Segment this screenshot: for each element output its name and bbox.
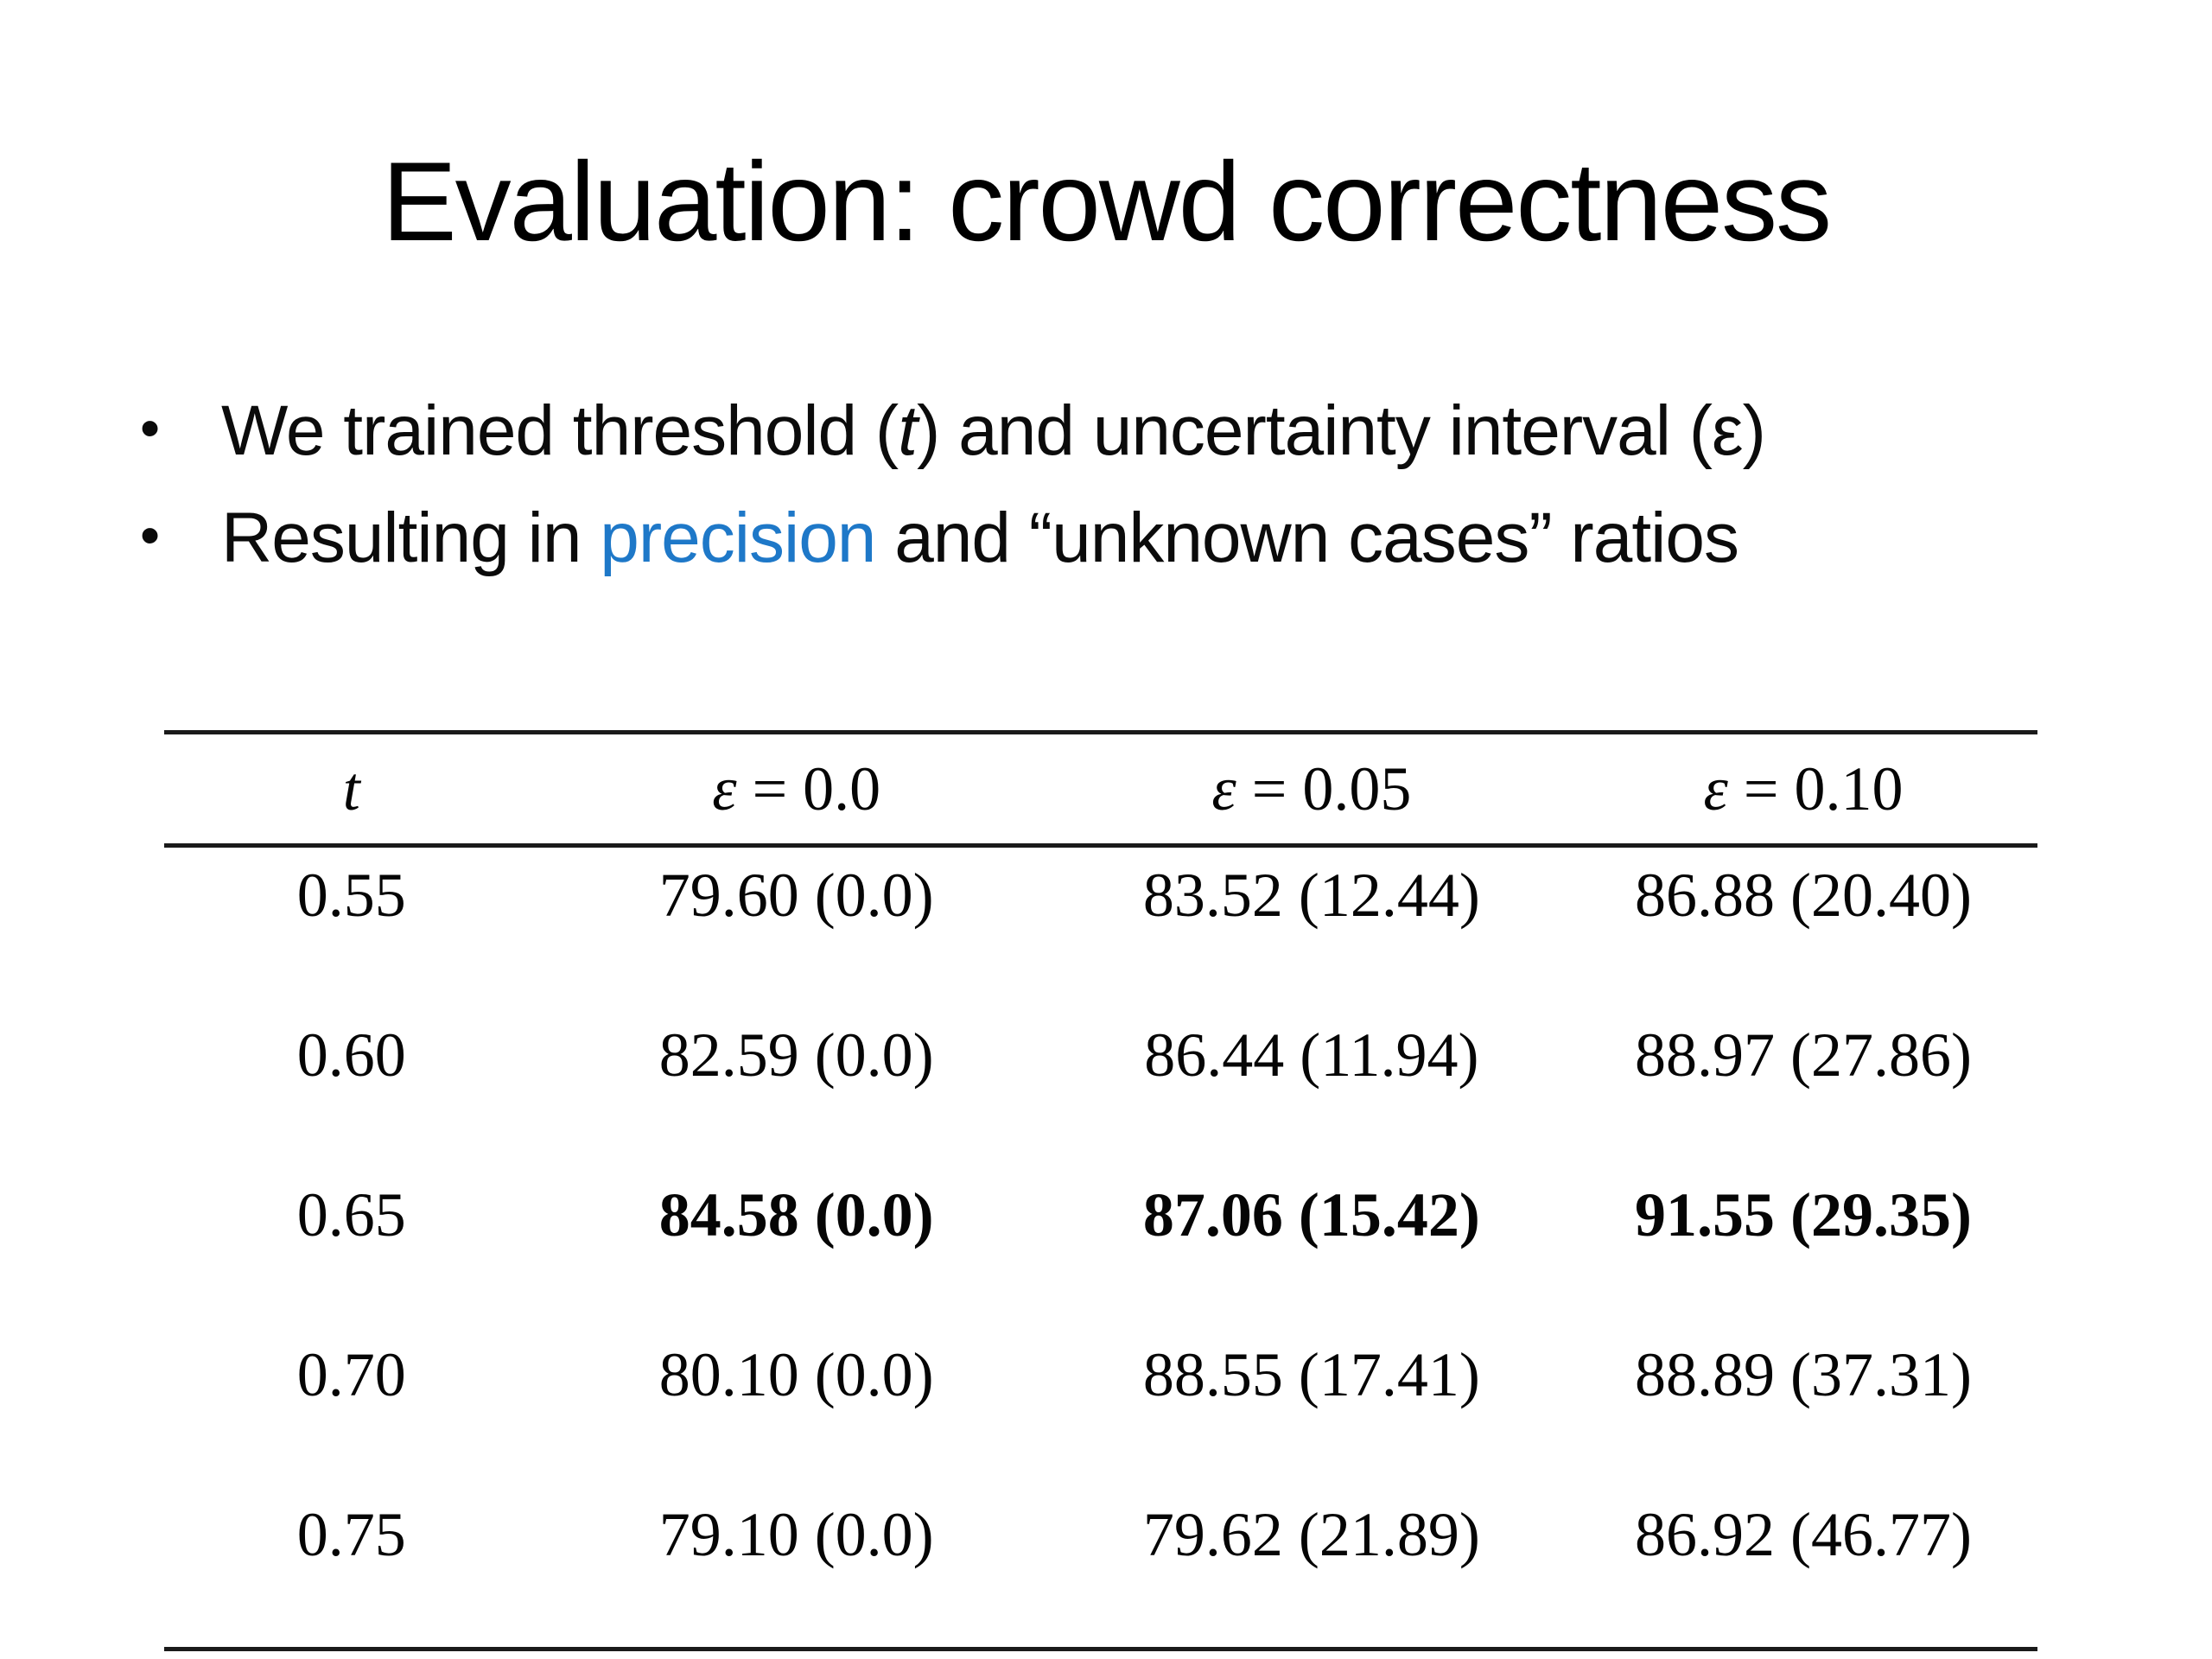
page-title: Evaluation: crowd correctness xyxy=(381,138,1832,264)
table-row-t060: 0.60 82.59 (0.0) 86.44 (11.94) 88.97 (27… xyxy=(164,1007,2037,1167)
cell-eps010: 86.92 (46.77) xyxy=(1635,1500,1972,1569)
cell-eps005: 79.62 (21.89) xyxy=(1142,1500,1480,1569)
cell-eps010: 91.55 (29.35) xyxy=(1635,1180,1972,1249)
cell-eps00: 79.10 (0.0) xyxy=(658,1500,934,1569)
cell-t: 0.65 xyxy=(296,1180,406,1249)
header-cell-eps-010: ε = 0.10 xyxy=(1568,732,2037,848)
table-row-t065-best: 0.65 84.58 (0.0) 87.06 (15.42) 91.55 (29… xyxy=(164,1167,2037,1327)
header-cell-eps-005: ε = 0.05 xyxy=(1053,732,1569,848)
epsilon-value: = 0.0 xyxy=(736,753,881,823)
cell-eps010: 86.88 (20.40) xyxy=(1635,861,1972,930)
bullet-dot-icon: • xyxy=(140,503,160,567)
bullet-dot-icon: • xyxy=(140,396,160,460)
cell-t: 0.55 xyxy=(296,861,406,930)
header-cell-t: t xyxy=(164,732,539,848)
results-table: t ε = 0.0 ε = 0.05 ε = 0.10 0.55 79.60 (… xyxy=(164,730,2037,1651)
cell-t: 0.75 xyxy=(296,1500,406,1569)
epsilon-value: = 0.05 xyxy=(1236,753,1412,823)
cell-eps00: 82.59 (0.0) xyxy=(658,1020,934,1090)
epsilon-symbol: ε xyxy=(1211,753,1236,823)
cell-t: 0.60 xyxy=(296,1020,406,1090)
bullet-list: • We trained threshold (t) and uncertain… xyxy=(138,396,2126,610)
cell-eps005: 83.52 (12.44) xyxy=(1142,861,1480,930)
epsilon-value: = 0.10 xyxy=(1727,753,1904,823)
precision-highlight: precision xyxy=(600,499,876,577)
cell-eps00: 79.60 (0.0) xyxy=(658,861,934,930)
bullet-item-2: • Resulting in precision and “unknown ca… xyxy=(138,503,2126,574)
epsilon-symbol: ε xyxy=(712,753,737,823)
cell-eps005: 87.06 (15.42) xyxy=(1142,1180,1480,1249)
epsilon-symbol: ε xyxy=(1703,753,1728,823)
bullet-2-text-pre: Resulting in xyxy=(221,499,601,577)
cell-eps010: 88.89 (37.31) xyxy=(1635,1340,1972,1409)
bullet-1-text-post: ) and uncertainty interval (ε) xyxy=(917,391,1766,470)
bullet-2-text-post: and “unknown cases” ratios xyxy=(875,499,1739,577)
table-header-row: t ε = 0.0 ε = 0.05 ε = 0.10 xyxy=(164,732,2037,848)
cell-eps005: 86.44 (11.94) xyxy=(1144,1020,1479,1090)
table-row-t070: 0.70 80.10 (0.0) 88.55 (17.41) 88.89 (37… xyxy=(164,1327,2037,1487)
cell-eps00: 80.10 (0.0) xyxy=(658,1340,934,1409)
bullet-1-text-pre: We trained threshold ( xyxy=(221,391,899,470)
cell-eps005: 88.55 (17.41) xyxy=(1142,1340,1480,1409)
cell-eps010: 88.97 (27.86) xyxy=(1635,1020,1972,1090)
header-cell-eps-00: ε = 0.0 xyxy=(538,732,1054,848)
bullet-item-1: • We trained threshold (t) and uncertain… xyxy=(138,396,2126,467)
table-row-t075: 0.75 79.10 (0.0) 79.62 (21.89) 86.92 (46… xyxy=(164,1487,2037,1649)
table-row-t055: 0.55 79.60 (0.0) 83.52 (12.44) 86.88 (20… xyxy=(164,846,2037,1008)
threshold-variable: t xyxy=(898,391,918,470)
cell-t: 0.70 xyxy=(296,1340,406,1409)
cell-eps00: 84.58 (0.0) xyxy=(658,1180,934,1249)
